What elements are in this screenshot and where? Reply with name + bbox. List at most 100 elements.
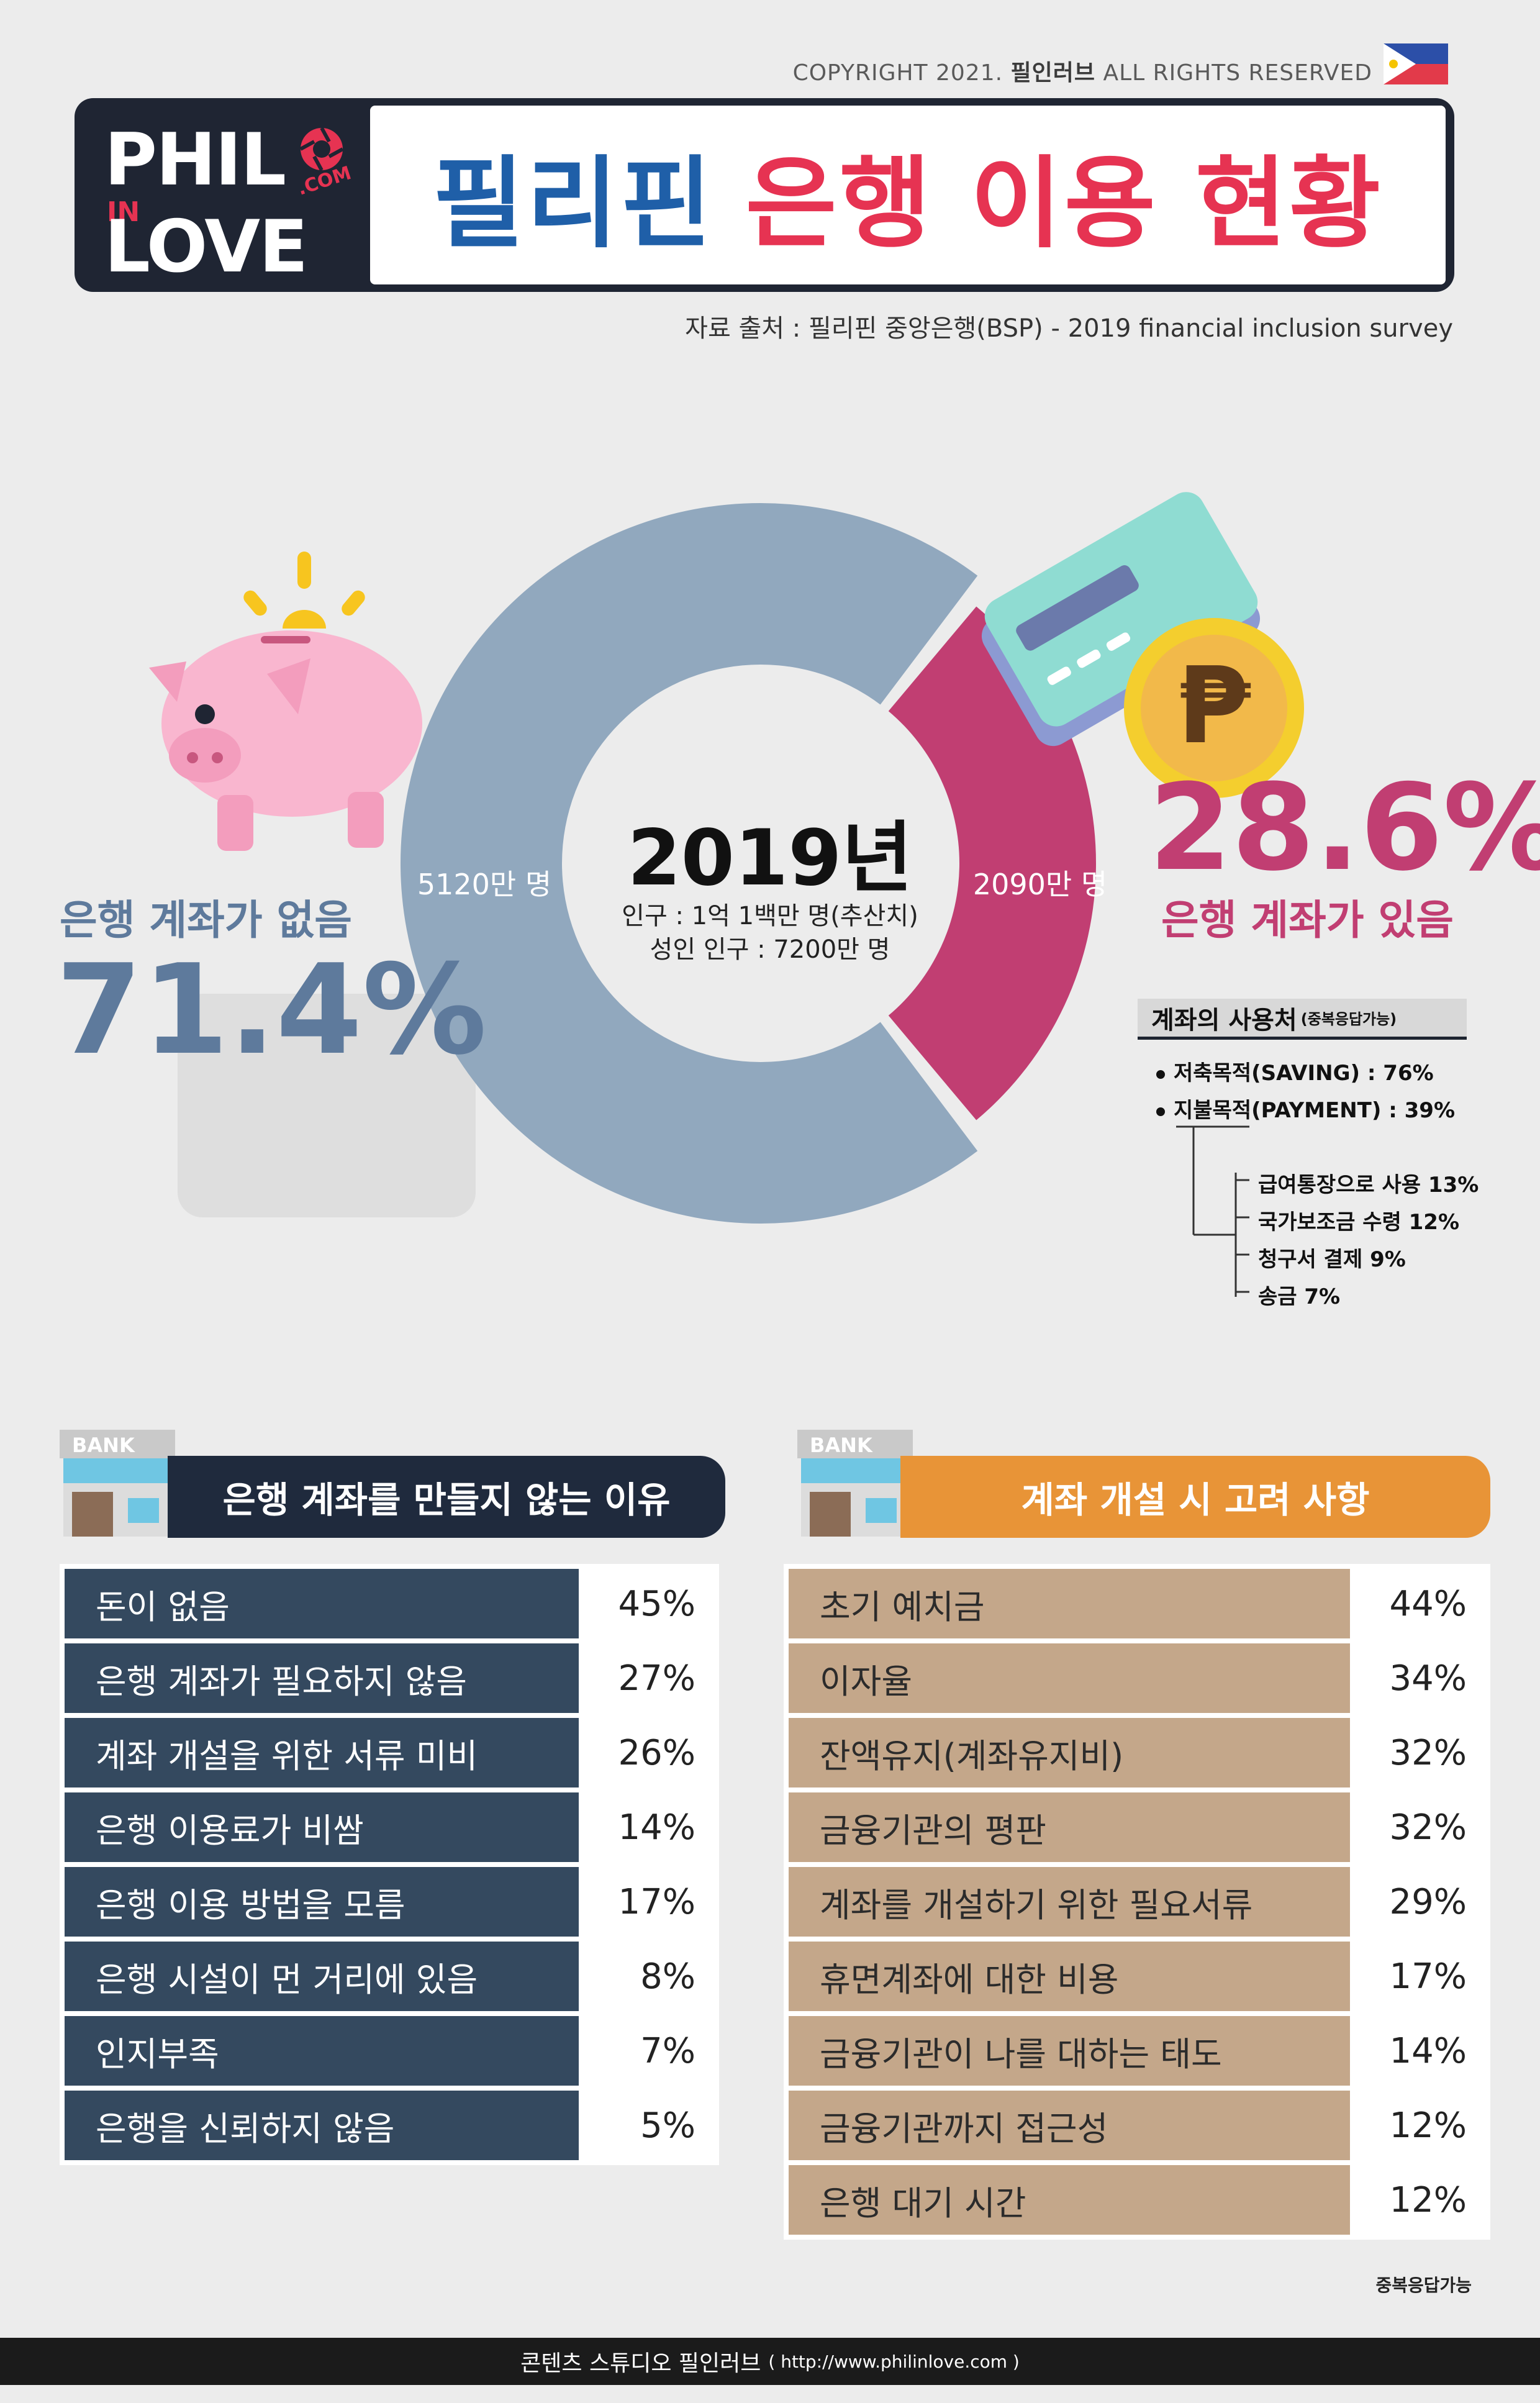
- table-row: 은행 이용료가 비쌈 14%: [65, 1792, 714, 1862]
- usage-title: 계좌의 사용처 (중복응답가능): [1138, 999, 1467, 1040]
- factor-value: 12%: [1355, 2091, 1485, 2160]
- usage-sub-bill: 청구서 결제 9%: [1258, 1247, 1406, 1272]
- factors-table-title: 계좌 개설 시 고려 사항: [900, 1456, 1490, 1538]
- has-account-label: 은행 계좌가 있음: [1161, 896, 1454, 944]
- page-title-country: 필리핀: [432, 145, 715, 261]
- table-row: 계좌 개설을 위한 서류 미비 26%: [65, 1718, 714, 1787]
- multiple-answer-footnote: 중복응답가능: [1375, 2275, 1472, 2296]
- table-row: 금융기관까지 접근성 12%: [789, 2091, 1485, 2160]
- donut-label-has-account-count: 2090만 명: [972, 868, 1108, 901]
- reason-label: 은행 계좌가 필요하지 않음: [65, 1643, 579, 1713]
- factor-label: 이자율: [789, 1643, 1350, 1713]
- title-panel: [370, 106, 1446, 284]
- chart-center-population: 인구 : 1억 1백만 명(추산치): [622, 902, 918, 930]
- copyright-brand: 필인러브: [1010, 60, 1095, 86]
- credit-card-icon: [981, 492, 1261, 747]
- usage-sub-salary: 급여통장으로 사용 13%: [1258, 1173, 1479, 1197]
- bank-building-icon: BANK: [60, 1430, 175, 1537]
- chart-center-adult-population: 성인 인구 : 7200만 명: [650, 935, 890, 964]
- copyright-prefix: COPYRIGHT 2021.: [792, 60, 1003, 86]
- reason-label: 은행 시설이 먼 거리에 있음: [65, 1942, 579, 2011]
- factor-label: 금융기관이 나를 대하는 태도: [789, 2016, 1350, 2086]
- piggy-bank-icon: [149, 552, 422, 851]
- logo-text-phil: PHIL: [104, 118, 286, 202]
- camera-shutter-icon: [299, 127, 344, 171]
- table-row: 은행 시설이 먼 거리에 있음 8%: [65, 1942, 714, 2011]
- account-donut-chart: ₱: [149, 492, 1304, 1297]
- copyright-suffix: ALL RIGHTS RESERVED: [1103, 60, 1372, 86]
- factor-value: 14%: [1355, 2016, 1485, 2086]
- factor-label: 계좌를 개설하기 위한 필요서류: [789, 1867, 1350, 1937]
- usage-item-payment-text: 지불목적(PAYMENT) : 39%: [1174, 1098, 1456, 1123]
- reason-value: 7%: [584, 2016, 714, 2086]
- factor-label: 금융기관까지 접근성: [789, 2091, 1350, 2160]
- table-row: 은행 대기 시간 12%: [789, 2165, 1485, 2235]
- reason-value: 26%: [584, 1718, 714, 1787]
- factor-label: 휴면계좌에 대한 비용: [789, 1942, 1350, 2011]
- peso-coin-icon: ₱: [1124, 618, 1304, 798]
- reasons-table-title: 은행 계좌를 만들지 않는 이유: [168, 1456, 725, 1538]
- usage-sub-remittance: 송금 7%: [1258, 1284, 1341, 1309]
- no-account-percent: 71.4%: [56, 938, 487, 1083]
- factor-label: 금융기관의 평판: [789, 1792, 1350, 1862]
- reason-label: 은행 이용료가 비쌈: [65, 1792, 579, 1862]
- footer-url: ( http://www.philinlove.com ): [768, 2351, 1020, 2372]
- logo-text-love: LOVE: [104, 205, 308, 289]
- donut-label-no-account-count: 5120만 명: [417, 868, 552, 901]
- no-account-label: 은행 계좌가 없음: [60, 896, 352, 944]
- factor-label: 잔액유지(계좌유지비): [789, 1718, 1350, 1787]
- chart-center-year: 2019년: [627, 814, 913, 903]
- copyright-notice: COPYRIGHT 2021. 필인러브 ALL RIGHTS RESERVED: [733, 55, 1372, 87]
- philippines-flag-icon: [1384, 43, 1448, 84]
- table-row: 초기 예치금 44%: [789, 1569, 1485, 1638]
- reason-label: 인지부족: [65, 2016, 579, 2086]
- factor-value: 29%: [1355, 1867, 1485, 1937]
- table-row: 은행 계좌가 필요하지 않음 27%: [65, 1643, 714, 1713]
- factor-label: 은행 대기 시간: [789, 2165, 1350, 2235]
- table-row: 은행 이용 방법을 모름 17%: [65, 1867, 714, 1937]
- factor-value: 34%: [1355, 1643, 1485, 1713]
- factor-value: 17%: [1355, 1942, 1485, 2011]
- usage-item-saving-text: 저축목적(SAVING) : 76%: [1174, 1061, 1434, 1086]
- page-title-topic: 은행 이용 현황: [745, 145, 1384, 261]
- reason-label: 은행을 신뢰하지 않음: [65, 2091, 579, 2160]
- reason-value: 14%: [584, 1792, 714, 1862]
- table-row: 돈이 없음 45%: [65, 1569, 714, 1638]
- table-row: 이자율 34%: [789, 1643, 1485, 1713]
- has-account-percent: 28.6%: [1149, 759, 1540, 897]
- usage-sub-subsidy: 국가보조금 수령 12%: [1258, 1210, 1460, 1235]
- reason-label: 계좌 개설을 위한 서류 미비: [65, 1718, 579, 1787]
- reason-value: 5%: [584, 2091, 714, 2160]
- table-row: 계좌를 개설하기 위한 필요서류 29%: [789, 1867, 1485, 1937]
- usage-item-payment: 지불목적(PAYMENT) : 39%: [1156, 1093, 1455, 1124]
- bullet-icon: [1156, 1107, 1165, 1116]
- reason-label: 은행 이용 방법을 모름: [65, 1867, 579, 1937]
- table-row: 금융기관이 나를 대하는 태도 14%: [789, 2016, 1485, 2086]
- factor-value: 32%: [1355, 1792, 1485, 1862]
- reasons-table: 돈이 없음 45% 은행 계좌가 필요하지 않음 27% 계좌 개설을 위한 서류 …: [60, 1564, 719, 2165]
- reason-value: 45%: [584, 1569, 714, 1638]
- usage-title-note: (중복응답가능): [1300, 1011, 1397, 1028]
- usage-item-saving: 저축목적(SAVING) : 76%: [1156, 1056, 1434, 1086]
- bank-icon-label: BANK: [72, 1433, 135, 1457]
- svg-text:₱: ₱: [1177, 645, 1251, 768]
- logo-text-in: IN: [107, 196, 140, 228]
- table-row: 인지부족 7%: [65, 2016, 714, 2086]
- watermark-logo: [178, 994, 476, 1217]
- usage-title-text: 계좌의 사용처: [1151, 1006, 1297, 1035]
- factor-value: 12%: [1355, 2165, 1485, 2235]
- bank-building-icon: BANK: [797, 1430, 913, 1537]
- data-source: 자료 출처 : 필리핀 중앙은행(BSP) - 2019 financial i…: [685, 314, 1453, 343]
- usage-bracket-lines: [1176, 1125, 1249, 1297]
- page-title: 필리핀 은행 이용 현황: [370, 106, 1446, 284]
- footer-text: 콘텐츠 스튜디오 필인러브: [520, 2351, 761, 2376]
- reason-value: 8%: [584, 1942, 714, 2011]
- factors-table: 초기 예치금 44% 이자율 34% 잔액유지(계좌유지비) 32% 금융기관의 평판…: [784, 1564, 1490, 2240]
- factor-label: 초기 예치금: [789, 1569, 1350, 1638]
- footer: 콘텐츠 스튜디오 필인러브 ( http://www.philinlove.co…: [0, 2338, 1540, 2385]
- table-row: 잔액유지(계좌유지비) 32%: [789, 1718, 1485, 1787]
- bank-icon-label: BANK: [810, 1433, 873, 1457]
- table-row: 휴면계좌에 대한 비용 17%: [789, 1942, 1485, 2011]
- donut-slice-no-account: [400, 502, 978, 1224]
- table-row: 은행을 신뢰하지 않음 5%: [65, 2091, 714, 2160]
